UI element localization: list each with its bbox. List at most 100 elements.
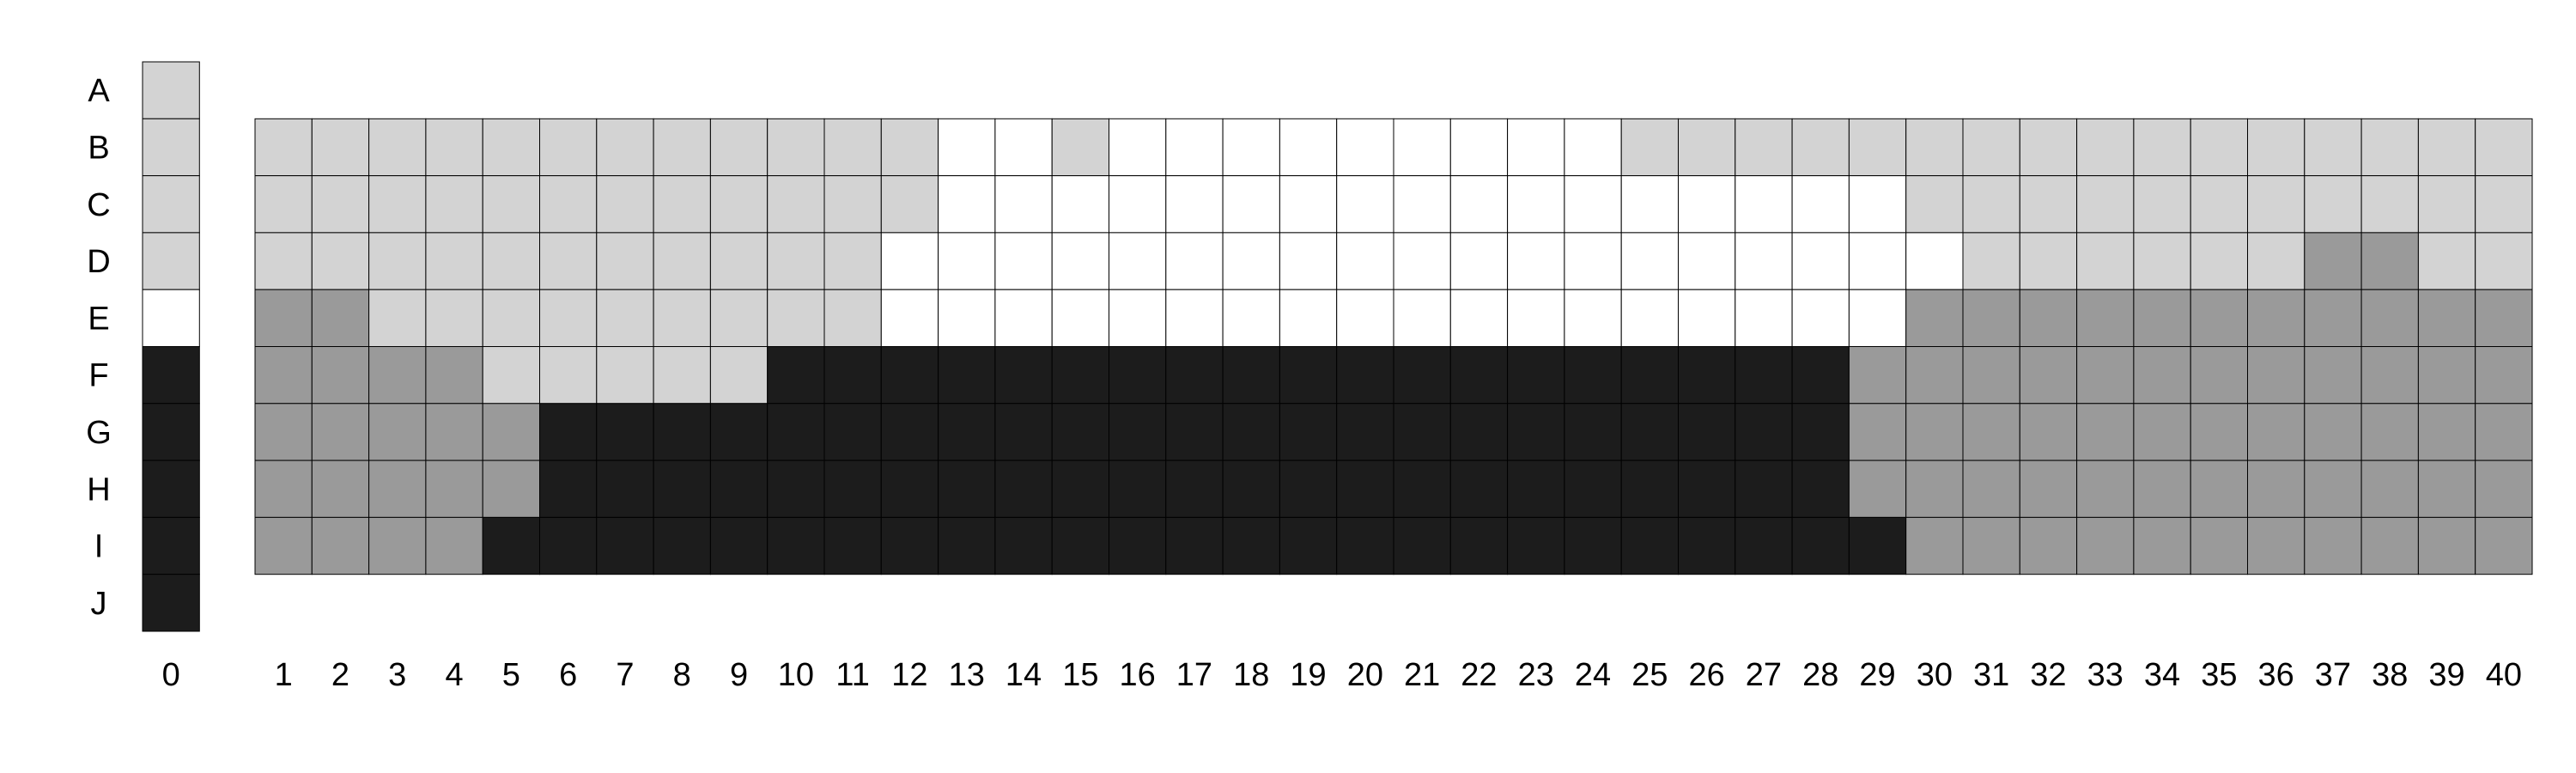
cell-b-38 bbox=[2360, 118, 2419, 177]
cell-b-32 bbox=[2019, 118, 2078, 177]
cell-f-4 bbox=[425, 346, 483, 405]
cell-c-34 bbox=[2133, 175, 2191, 234]
cell-b-5 bbox=[482, 118, 541, 177]
cell-b-12 bbox=[880, 118, 939, 177]
cell-b-33 bbox=[2076, 118, 2135, 177]
cell-h-32 bbox=[2019, 460, 2078, 518]
cell-d-2 bbox=[311, 232, 370, 290]
cell-b-31 bbox=[1962, 118, 2020, 177]
cell-f-23 bbox=[1507, 346, 1565, 405]
cell-b-16 bbox=[1109, 118, 1167, 177]
column-label-30: 30 bbox=[1917, 657, 1953, 693]
cell-i-7 bbox=[596, 516, 654, 575]
cell-g-29 bbox=[1848, 403, 1907, 461]
cell-g-26 bbox=[1678, 403, 1736, 461]
cell-e-10 bbox=[767, 289, 825, 348]
cell-e-29 bbox=[1848, 289, 1907, 348]
cell-c-37 bbox=[2304, 175, 2362, 234]
cell-i-2 bbox=[311, 516, 370, 575]
cell-e-33 bbox=[2076, 289, 2135, 348]
cell-f-19 bbox=[1279, 346, 1338, 405]
cell-g-37 bbox=[2304, 403, 2362, 461]
cell-h-17 bbox=[1165, 460, 1224, 518]
cell-b-2 bbox=[311, 118, 370, 177]
column-label-9: 9 bbox=[730, 657, 748, 693]
cell-h-25 bbox=[1620, 460, 1679, 518]
cell-b-21 bbox=[1393, 118, 1451, 177]
cell-g-1 bbox=[254, 403, 313, 461]
cell-e-38 bbox=[2360, 289, 2419, 348]
cell-f-14 bbox=[994, 346, 1053, 405]
cell-e-22 bbox=[1449, 289, 1509, 348]
column-label-16: 16 bbox=[1120, 657, 1156, 693]
cell-i-16 bbox=[1109, 516, 1167, 575]
cell-f-24 bbox=[1564, 346, 1622, 405]
cell-e-0 bbox=[142, 289, 200, 348]
cell-h-40 bbox=[2475, 460, 2533, 518]
cell-f-37 bbox=[2304, 346, 2362, 405]
cell-g-23 bbox=[1507, 403, 1565, 461]
cell-d-1 bbox=[254, 232, 313, 290]
cell-b-25 bbox=[1620, 118, 1679, 177]
cell-g-9 bbox=[709, 403, 769, 461]
cell-h-34 bbox=[2133, 460, 2191, 518]
column-label-14: 14 bbox=[1005, 657, 1042, 693]
cell-f-12 bbox=[880, 346, 939, 405]
column-label-3: 3 bbox=[388, 657, 406, 693]
cell-g-4 bbox=[425, 403, 483, 461]
cell-c-19 bbox=[1279, 175, 1338, 234]
cell-b-11 bbox=[823, 118, 882, 177]
row-label-d: D bbox=[87, 244, 110, 280]
cell-e-39 bbox=[2417, 289, 2476, 348]
cell-e-14 bbox=[994, 289, 1053, 348]
cell-g-31 bbox=[1962, 403, 2020, 461]
cell-f-6 bbox=[539, 346, 598, 405]
cell-f-20 bbox=[1336, 346, 1394, 405]
cell-b-30 bbox=[1905, 118, 1964, 177]
cell-e-34 bbox=[2133, 289, 2191, 348]
cell-g-19 bbox=[1279, 403, 1338, 461]
cell-i-24 bbox=[1564, 516, 1622, 575]
column-label-24: 24 bbox=[1575, 657, 1611, 693]
cell-e-18 bbox=[1222, 289, 1280, 348]
cell-f-3 bbox=[368, 346, 427, 405]
cell-c-33 bbox=[2076, 175, 2135, 234]
cell-f-36 bbox=[2247, 346, 2306, 405]
cell-h-22 bbox=[1449, 460, 1509, 518]
cell-f-40 bbox=[2475, 346, 2533, 405]
cell-f-9 bbox=[709, 346, 769, 405]
column-label-5: 5 bbox=[502, 657, 520, 693]
cell-c-3 bbox=[368, 175, 427, 234]
cell-c-26 bbox=[1678, 175, 1736, 234]
cell-d-25 bbox=[1620, 232, 1679, 290]
cell-d-0 bbox=[142, 232, 200, 290]
cell-g-33 bbox=[2076, 403, 2135, 461]
cell-d-3 bbox=[368, 232, 427, 290]
cell-g-14 bbox=[994, 403, 1053, 461]
cell-h-23 bbox=[1507, 460, 1565, 518]
cell-h-10 bbox=[767, 460, 825, 518]
cell-d-10 bbox=[767, 232, 825, 290]
cell-b-29 bbox=[1848, 118, 1907, 177]
cell-c-13 bbox=[938, 175, 996, 234]
cell-i-36 bbox=[2247, 516, 2306, 575]
cell-d-31 bbox=[1962, 232, 2020, 290]
cell-i-27 bbox=[1735, 516, 1793, 575]
cell-f-11 bbox=[823, 346, 882, 405]
cell-b-39 bbox=[2417, 118, 2476, 177]
cell-h-14 bbox=[994, 460, 1053, 518]
cell-c-30 bbox=[1905, 175, 1964, 234]
cell-b-1 bbox=[254, 118, 313, 177]
cell-d-7 bbox=[596, 232, 654, 290]
cell-g-32 bbox=[2019, 403, 2078, 461]
cell-g-18 bbox=[1222, 403, 1280, 461]
cell-h-33 bbox=[2076, 460, 2135, 518]
cell-e-19 bbox=[1279, 289, 1338, 348]
cell-d-4 bbox=[425, 232, 483, 290]
cell-c-1 bbox=[254, 175, 313, 234]
cell-b-13 bbox=[938, 118, 996, 177]
cell-g-11 bbox=[823, 403, 882, 461]
column-label-22: 22 bbox=[1461, 657, 1497, 693]
cell-e-9 bbox=[709, 289, 769, 348]
cell-f-21 bbox=[1393, 346, 1451, 405]
